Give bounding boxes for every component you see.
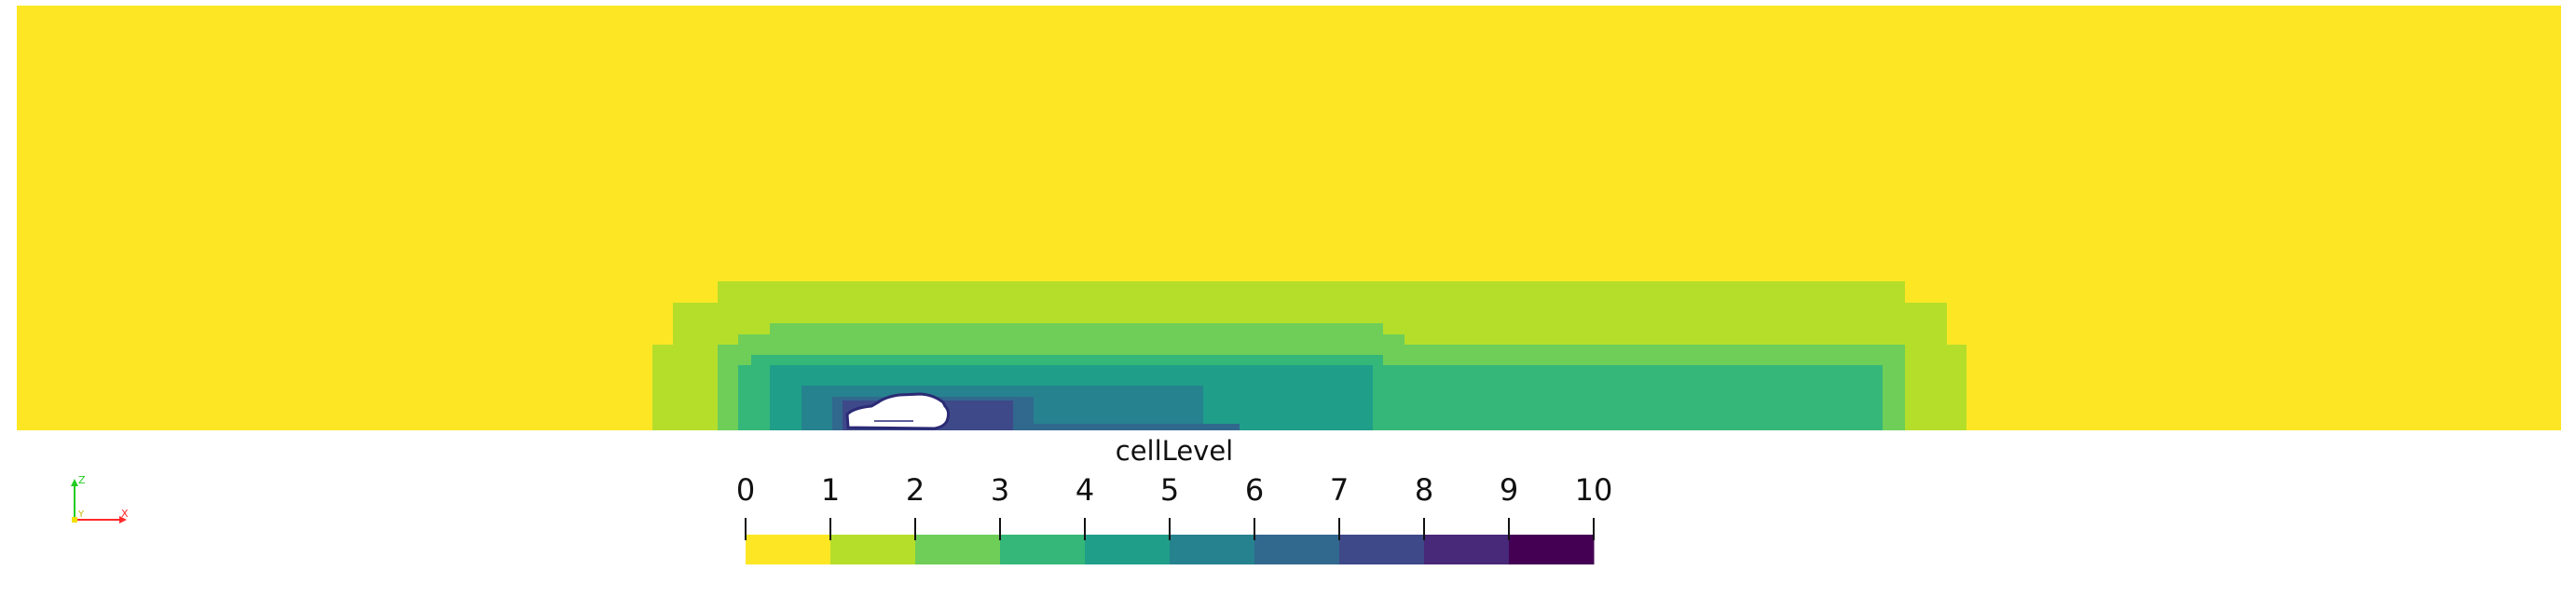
vehicle-body-shape (845, 392, 951, 430)
color-legend-tick-label: 7 (1329, 472, 1350, 508)
color-legend-tick-label: 8 (1414, 472, 1434, 508)
color-legend-tick-label: 9 (1499, 472, 1519, 508)
y-axis-label: Y (77, 510, 85, 520)
color-legend-tick-label: 6 (1244, 472, 1265, 508)
x-axis-arrow (119, 516, 127, 523)
color-legend-tick-label: 3 (990, 472, 1010, 508)
color-legend-tick-label: 4 (1075, 472, 1095, 508)
z-axis-arrow (71, 479, 78, 486)
color-legend-tick-label: 2 (905, 472, 925, 508)
color-legend-tick-label: 5 (1159, 472, 1180, 508)
orientation-axes-icon: X Y Z (71, 474, 129, 523)
y-axis-marker (72, 517, 77, 523)
color-legend-tick-label: 0 (735, 472, 756, 508)
color-legend-tick-label: 10 (1574, 472, 1613, 508)
color-legend-title: cellLevel (1115, 435, 1234, 467)
x-axis-label: X (121, 508, 129, 520)
color-legend-tick-label: 1 (820, 472, 841, 508)
z-axis-label: Z (78, 474, 86, 486)
